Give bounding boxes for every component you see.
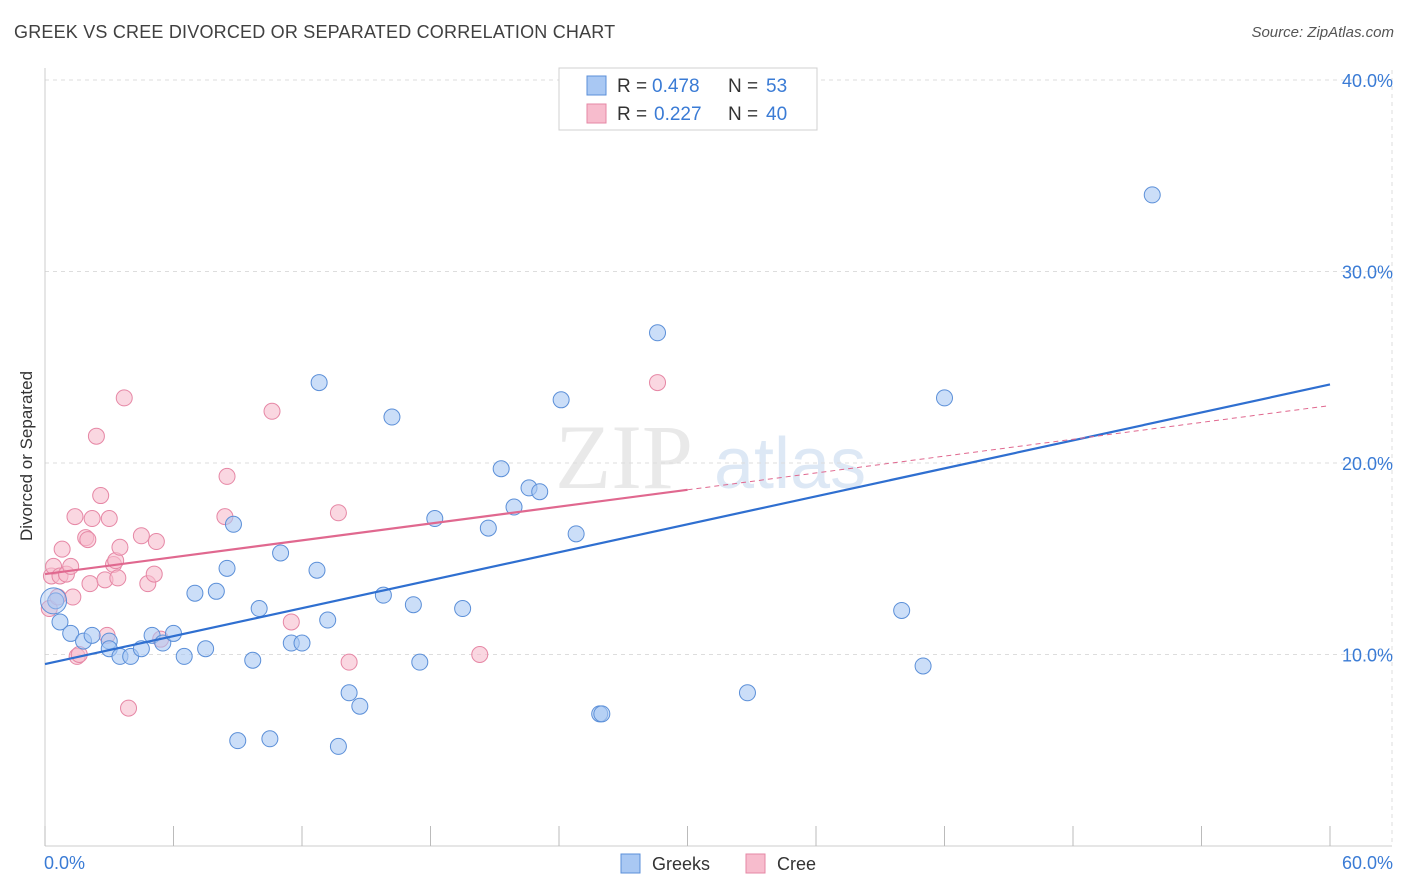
greeks-point — [893, 601, 911, 619]
legend-r-label-2: R = — [617, 104, 647, 125]
greeks-point — [411, 653, 429, 671]
chart-title: GREEK VS CREE DIVORCED OR SEPARATED CORR… — [14, 22, 616, 42]
greeks-point — [186, 584, 204, 602]
greeks-point — [250, 600, 268, 618]
greeks-point — [340, 684, 358, 702]
cree-point — [120, 699, 138, 717]
cree-trend-line-extrapolated — [687, 405, 1331, 491]
greeks-swatch — [586, 75, 607, 96]
greeks-point — [593, 705, 611, 723]
cree-point — [100, 510, 118, 528]
legend-greeks-swatch — [620, 853, 641, 874]
greeks-point — [914, 657, 932, 675]
greeks-point — [454, 600, 472, 618]
greeks-point — [479, 519, 497, 537]
legend-n-label-2: N = — [728, 104, 758, 125]
greeks-point — [329, 737, 347, 755]
greeks-point — [51, 613, 69, 631]
greeks-point — [62, 624, 80, 642]
greeks-point — [351, 697, 369, 715]
cree-point — [471, 646, 489, 663]
y-tick-label: 30.0% — [1342, 263, 1393, 283]
legend-n-label-1: N = — [728, 76, 758, 97]
cree-point — [64, 588, 82, 606]
greeks-point — [552, 391, 570, 409]
greeks-point — [224, 515, 242, 533]
greeks-point — [207, 582, 225, 600]
greeks-point — [308, 561, 326, 579]
greeks-point — [531, 483, 549, 501]
greeks-point — [738, 684, 756, 702]
legend-r-value-1: 0.478 — [652, 76, 700, 97]
cree-point — [649, 374, 667, 392]
greeks-point — [218, 559, 236, 577]
cree-point — [53, 540, 71, 558]
cree-point — [145, 565, 163, 583]
cree-point — [111, 538, 129, 556]
greeks-point — [310, 374, 328, 392]
source-label: Source: ZipAtlas.com — [1251, 24, 1394, 41]
cree-point — [282, 613, 300, 631]
greeks-point-cluster — [40, 587, 68, 615]
cree-point — [115, 389, 133, 407]
cree-points — [40, 374, 667, 717]
legend-r-value-2: 0.227 — [654, 104, 702, 125]
greeks-trend-line — [44, 383, 1331, 666]
greeks-point — [272, 544, 290, 562]
y-tick-label: 40.0% — [1342, 71, 1393, 91]
axes — [44, 68, 1392, 847]
greeks-point — [1143, 186, 1161, 204]
y-tick-label: 20.0% — [1342, 454, 1393, 474]
cree-point — [263, 402, 281, 420]
greeks-point — [175, 647, 193, 665]
greeks-point — [936, 389, 953, 407]
trend-lines — [44, 383, 1331, 666]
legend-greeks-label: Greeks — [652, 854, 710, 874]
greeks-point — [47, 592, 65, 610]
greeks-point — [567, 525, 585, 543]
legend-cree-swatch — [745, 853, 766, 874]
tick-labels: 10.0% 20.0% 30.0% 40.0% 0.0% 60.0% — [44, 71, 1393, 873]
cree-point — [147, 533, 165, 551]
greeks-point — [244, 651, 262, 669]
legend-n-value-1: 53 — [766, 76, 787, 97]
cree-point — [87, 427, 105, 445]
greeks-point — [261, 730, 279, 748]
greeks-point — [197, 640, 215, 658]
x-tick-label-min: 0.0% — [44, 853, 85, 873]
cree-point — [132, 527, 150, 545]
greeks-point — [383, 408, 401, 426]
cree-point — [83, 510, 101, 528]
x-tick-label-max: 60.0% — [1342, 853, 1393, 873]
greeks-point — [492, 460, 510, 478]
cree-point — [340, 653, 358, 671]
cree-point — [109, 569, 127, 587]
cree-point — [92, 487, 110, 505]
legend-r-label-1: R = — [617, 76, 647, 97]
cree-point — [79, 531, 97, 549]
greeks-point — [293, 634, 311, 652]
cree-trend-line — [44, 488, 688, 576]
cree-point — [218, 467, 236, 485]
legend-n-value-2: 40 — [766, 104, 787, 125]
legend-cree-label: Cree — [777, 854, 816, 874]
greeks-point — [165, 624, 182, 642]
greeks-point — [649, 324, 667, 342]
series-legend: Greeks Cree — [620, 853, 816, 874]
cree-point — [66, 508, 84, 526]
watermark-atlas: atlas — [714, 424, 866, 504]
greeks-point — [83, 626, 101, 644]
cree-swatch — [586, 103, 607, 124]
stats-legend: R = 0.478 N = 53 R = 0.227 N = 40 — [558, 67, 818, 131]
cree-point — [329, 504, 347, 522]
greeks-point — [229, 732, 247, 750]
greeks-point — [319, 611, 337, 629]
y-tick-label: 10.0% — [1342, 646, 1393, 666]
cree-point — [81, 575, 99, 593]
greeks-point — [404, 596, 422, 614]
